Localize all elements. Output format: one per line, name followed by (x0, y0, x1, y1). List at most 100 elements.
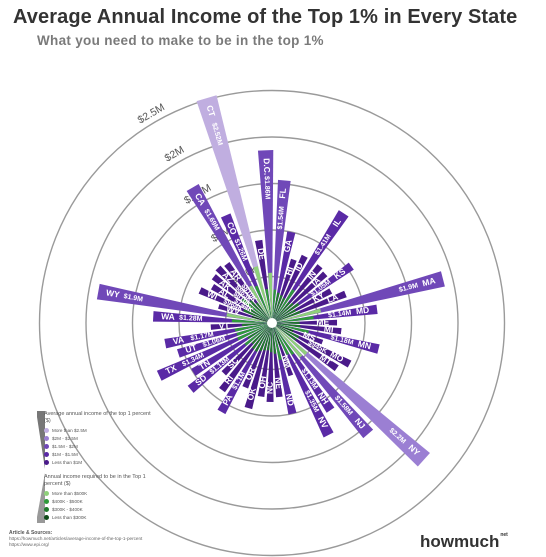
legend-label: More than $500K (52, 490, 88, 496)
threshold-bar-nv (273, 326, 290, 355)
threshold-bar-ca (249, 285, 271, 320)
legend-item: $2M - $2.5M (44, 434, 154, 442)
state-label: DE (256, 247, 268, 261)
state-label: UT (184, 342, 199, 355)
state-label: MA (421, 275, 436, 288)
legend-item: $400K - $500K (44, 497, 154, 505)
state-label: PA (220, 392, 234, 407)
state-label: WY (105, 287, 121, 299)
legend: Average annual income of the top 1 perce… (44, 411, 154, 529)
legend-item: Less than $300K (44, 513, 154, 521)
state-label: IL (330, 217, 343, 229)
value-label: $1.86M (263, 176, 271, 200)
income-bar-wy (96, 283, 269, 323)
legend-item: Less than $1M (44, 458, 154, 466)
income-legend: Average annual income of the top 1 perce… (44, 411, 154, 466)
logo-suffix: net (500, 532, 508, 538)
threshold-bar-de (265, 288, 272, 320)
legend-label: $400K - $500K (52, 498, 83, 504)
threshold-bar-ky (275, 309, 296, 322)
state-label: WI (206, 288, 220, 301)
value-label: $1.54M (277, 206, 286, 230)
threshold-bar-wi (243, 309, 269, 322)
legend-swatch (44, 514, 49, 520)
threshold-bar-mn (275, 323, 309, 334)
threshold-bar-va (234, 323, 269, 332)
state-label: NE (273, 377, 284, 390)
legend-swatch (44, 435, 49, 441)
legend-item: More than $500K (44, 489, 154, 497)
threshold-bar-tx (237, 324, 269, 341)
ring-label: $2M (163, 144, 187, 165)
threshold-bar-az (249, 300, 270, 321)
threshold-bar-ne (272, 326, 277, 354)
state-label: OH (257, 375, 269, 389)
threshold-bar-mt (275, 325, 297, 341)
threshold-bars (226, 266, 322, 361)
source-link[interactable]: https://www.epi.org/ (9, 541, 50, 547)
threshold-bar-ut (236, 324, 269, 336)
threshold-bar-ak (241, 298, 269, 321)
state-label: ME (316, 317, 329, 327)
state-label: WA (161, 311, 175, 322)
income-bar-nv (273, 326, 334, 438)
state-label: NV (316, 415, 330, 430)
value-label: $1.18M (330, 334, 355, 346)
income-legend-title: Average annual income of the top 1 perce… (44, 411, 151, 424)
brand-logo: howmuchnet (420, 532, 508, 552)
income-bar-ca (186, 183, 271, 320)
threshold-bar-wa (231, 319, 269, 323)
value-label: $1.28M (179, 315, 203, 323)
state-label: OR (243, 366, 257, 382)
threshold-bar-ms (275, 324, 294, 332)
page-subtitle: What you need to make to be in the top 1… (37, 33, 324, 48)
state-label: OK (245, 386, 258, 402)
ring-circle (85, 136, 459, 510)
state-label: TX (164, 362, 178, 376)
threshold-bar-fl (272, 289, 277, 320)
value-label: $1.9M (123, 293, 144, 303)
ring-label: $2.5M (136, 101, 167, 126)
threshold-bar-or (259, 326, 271, 352)
logo-text: howmuch (420, 532, 500, 551)
threshold-bar-ok (263, 326, 272, 351)
legend-item: More than $2.5M (44, 426, 154, 434)
state-label: NC (265, 382, 275, 395)
value-label: $1.17M (190, 331, 214, 342)
threshold-legend-title: Annual income required to be in the Top … (44, 474, 146, 487)
threshold-bar-ar (256, 302, 270, 320)
page-title: Average Annual Income of the Top 1% in E… (13, 6, 518, 28)
state-label: MS (302, 329, 318, 343)
legend-label: Less than $300K (52, 514, 87, 520)
legend-swatch (44, 498, 49, 504)
source-link[interactable]: https://howmuch.net/articles/average-inc… (9, 536, 143, 541)
threshold-bar-md (275, 316, 314, 323)
legend-label: $2M - $2.5M (52, 435, 78, 441)
state-label: MI (323, 323, 334, 334)
threshold-legend: Annual income required to be in the Top … (44, 474, 154, 521)
income-bar-ny (274, 325, 430, 467)
state-label: CT (205, 104, 218, 118)
state-label: CO (225, 220, 239, 236)
threshold-bar-ny (274, 325, 308, 356)
threshold-bar-tn (247, 324, 269, 340)
center-hub (267, 318, 277, 328)
threshold-bar-ri (252, 326, 270, 350)
legend-swatch (44, 443, 49, 449)
threshold-bar-oh (266, 326, 272, 351)
legend-swatch (44, 427, 49, 433)
sources-heading: Article & Sources: (9, 530, 53, 536)
income-bar-me (275, 319, 338, 326)
legend-swatch (44, 506, 49, 512)
state-label: WV (225, 303, 241, 317)
threshold-bar-dc. (268, 272, 273, 320)
threshold-bar-wy (226, 313, 269, 323)
threshold-bar-mo (275, 324, 300, 339)
threshold-bar-pa (254, 326, 271, 352)
state-label: MD (355, 305, 369, 317)
sources: Article & Sources: https://howmuch.net/a… (9, 530, 269, 547)
legend-item: $1.5M - $2M (44, 442, 154, 450)
threshold-bar-ga (272, 292, 280, 320)
threshold-bar-al (247, 307, 269, 322)
